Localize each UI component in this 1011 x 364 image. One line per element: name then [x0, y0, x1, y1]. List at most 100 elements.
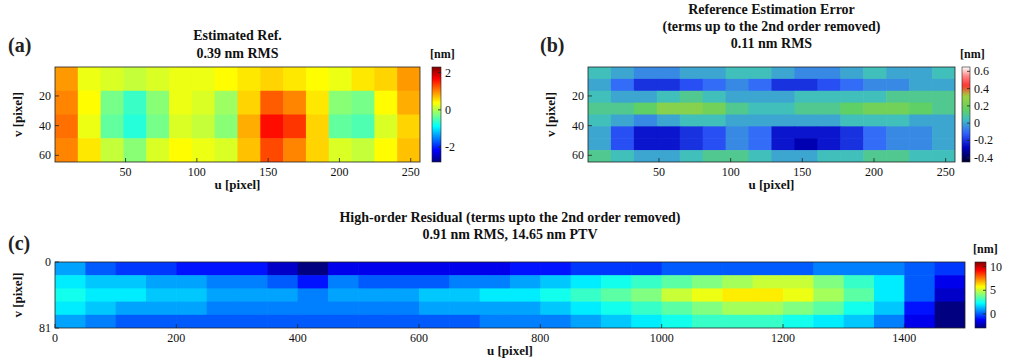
cell [813, 275, 844, 289]
x-axis-title: u [pixel] [749, 177, 795, 192]
cell [352, 91, 375, 115]
cell [634, 115, 658, 127]
cell [749, 67, 773, 79]
cell [863, 150, 887, 162]
cell [794, 126, 818, 138]
colorbar-tick-label: 0.4 [974, 82, 989, 96]
cell [863, 103, 887, 115]
cell [389, 302, 420, 316]
cell [192, 115, 215, 139]
cell [703, 138, 727, 150]
cell [397, 67, 420, 91]
y-tick-label: 20 [572, 89, 584, 103]
cell [207, 288, 238, 302]
cell [783, 275, 814, 289]
x-tick-label: 0 [52, 331, 58, 345]
cell [772, 150, 796, 162]
cell [419, 288, 450, 302]
colorbar-tick-label: 0 [445, 103, 451, 117]
x-axis-title: u [pixel] [215, 177, 261, 192]
cell [749, 79, 773, 91]
cell [844, 288, 875, 302]
cell [783, 302, 814, 316]
cell [772, 67, 796, 79]
x-tick [176, 324, 177, 328]
cell [932, 91, 955, 103]
cell [634, 91, 658, 103]
cell [874, 275, 905, 289]
cell [932, 126, 955, 138]
cell [328, 275, 359, 289]
cell [703, 103, 727, 115]
cell [817, 138, 841, 150]
cell [611, 91, 635, 103]
cell [238, 91, 261, 115]
cell [419, 302, 450, 316]
cell [844, 315, 875, 328]
cell [840, 103, 864, 115]
cell [634, 126, 658, 138]
cell [588, 103, 612, 115]
cell [680, 138, 704, 150]
x-axis-title: u [pixel] [487, 343, 533, 358]
cell [571, 302, 602, 316]
colorbar-tick-label: 0 [990, 307, 996, 321]
y-tick [55, 95, 59, 96]
cell [680, 79, 704, 91]
cell [123, 138, 146, 162]
cell [840, 79, 864, 91]
cell [283, 91, 306, 115]
x-tick [55, 324, 56, 328]
panel-title: High-order Residual (terms upto the 2nd … [339, 210, 680, 226]
cell [749, 103, 773, 115]
cell [886, 138, 910, 150]
cell [726, 79, 750, 91]
cell [657, 91, 681, 103]
cell [238, 115, 261, 139]
cell [611, 150, 635, 162]
cell [631, 315, 662, 328]
cell [657, 150, 681, 162]
cell [726, 138, 750, 150]
colorbar-tick [983, 266, 986, 267]
cell [397, 138, 420, 162]
cell [283, 67, 306, 91]
cell [328, 262, 359, 276]
cell [753, 315, 784, 328]
cell [55, 262, 86, 276]
cell [749, 91, 773, 103]
cell [306, 115, 329, 139]
cell [601, 262, 632, 276]
cell [389, 262, 420, 276]
colorbar-tick [967, 123, 970, 124]
colorbar-tick-label: 10 [990, 260, 1002, 274]
x-tick-label: 600 [410, 331, 428, 345]
cell [571, 275, 602, 289]
y-tick-label: 40 [572, 119, 584, 133]
plot-frame [55, 262, 965, 328]
cell [510, 302, 541, 316]
cell [78, 67, 101, 91]
cell [510, 288, 541, 302]
colorbar [432, 67, 441, 162]
x-tick-label: 1200 [771, 331, 795, 345]
cell [306, 138, 329, 162]
cell [329, 138, 352, 162]
cell [207, 315, 238, 328]
cell [749, 138, 773, 150]
cell [207, 302, 238, 316]
cell [794, 150, 818, 162]
cell [657, 103, 681, 115]
x-tick [540, 324, 541, 328]
cell [631, 302, 662, 316]
cell [783, 262, 814, 276]
cell [298, 262, 329, 276]
cell [662, 262, 693, 276]
cell [192, 91, 215, 115]
colorbar-tick [967, 88, 970, 89]
cell [662, 315, 693, 328]
cell [703, 115, 727, 127]
cell [817, 115, 841, 127]
cell [329, 67, 352, 91]
cell [813, 288, 844, 302]
